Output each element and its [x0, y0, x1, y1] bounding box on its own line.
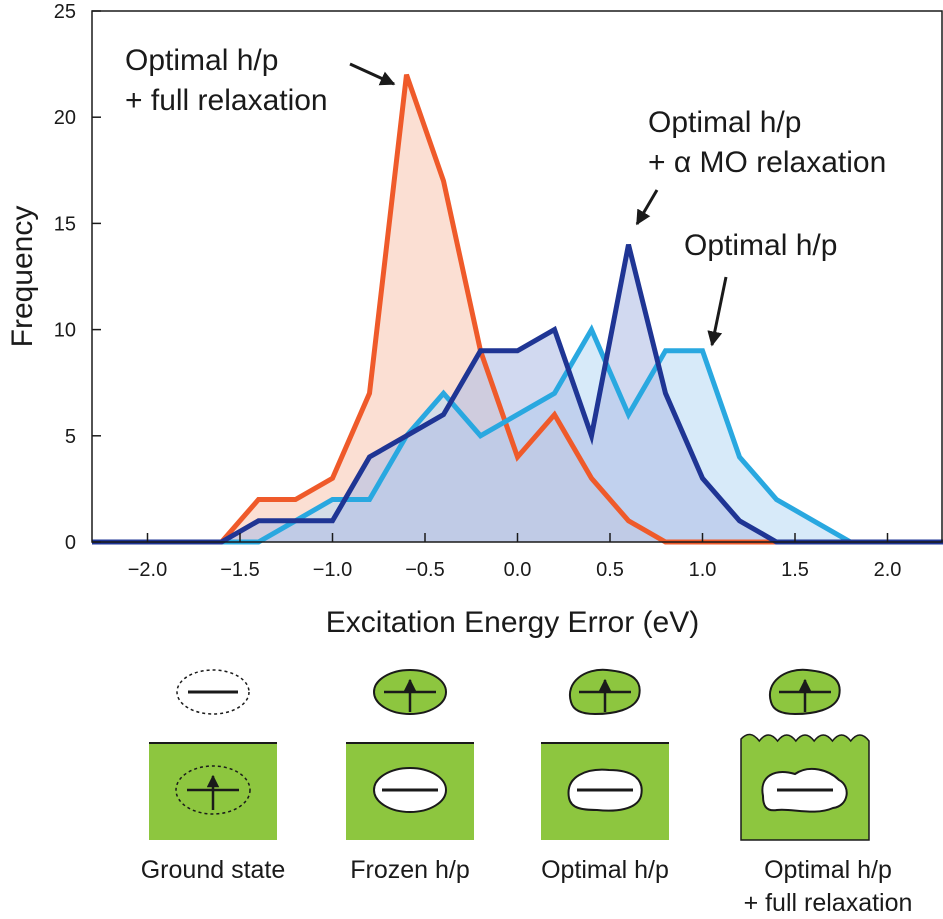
x-tick-label: −2.0 [128, 559, 167, 581]
dashed-hole-outline [175, 765, 251, 815]
y-tick-label: 15 [54, 213, 76, 235]
annotation-optimal: Optimal h/p [684, 229, 837, 347]
x-tick-label: −1.0 [313, 559, 352, 581]
annotation-text: Optimal h/p [648, 106, 801, 139]
panel-label: Ground state [141, 856, 286, 884]
x-tick-label: 0.0 [504, 559, 532, 581]
x-tick-label: −0.5 [405, 559, 444, 581]
plot-area: −2.0 −1.5 −1.0 −0.5 0.0 0.5 1.0 1.5 2.0 0 5 10 15 20… [6, 1, 943, 639]
annotation-text: + full relaxation [125, 84, 328, 117]
series-area-alpha [92, 244, 943, 542]
panel-frozen: Frozen h/p [346, 669, 474, 884]
annotation-text: + α MO relaxation [648, 146, 886, 179]
annotation-text: Optimal h/p [684, 229, 837, 262]
y-tick-label: 0 [65, 532, 76, 554]
annotation-arrow [707, 276, 728, 347]
y-tick-label: 20 [54, 107, 76, 129]
x-axis-ticks: −2.0 −1.5 −1.0 −0.5 0.0 0.5 1.0 1.5 2.0 [128, 533, 902, 581]
x-axis-label: Excitation Energy Error (eV) [326, 606, 699, 639]
annotations: Optimal h/p + full relaxation Optimal h/p +… [125, 44, 886, 347]
x-tick-label: 2.0 [874, 559, 902, 581]
y-axis-ticks: 0 5 10 15 20 25 [54, 1, 101, 554]
series-lines [92, 73, 943, 545]
annotation-arrow [635, 189, 659, 226]
x-tick-label: 0.5 [596, 559, 624, 581]
series-line-alpha [92, 243, 943, 545]
series-line-optimal [92, 324, 943, 545]
x-tick-label: −1.5 [220, 559, 259, 581]
panel-label: Frozen h/p [350, 856, 470, 884]
annotation-full: Optimal h/p + full relaxation [125, 44, 396, 117]
panel-ground: Ground state [141, 669, 286, 884]
schematic: Ground state Frozen h/p Optimal h/p Optimal… [141, 668, 913, 917]
y-tick-label: 25 [54, 1, 76, 23]
panel-label: + full relaxation [744, 889, 913, 917]
x-tick-label: 1.5 [781, 559, 809, 581]
dashed-orbital-outline [176, 669, 250, 715]
panel-full: Optimal h/p + full relaxation [740, 668, 913, 917]
annotation-text: Optimal h/p [125, 44, 278, 77]
y-axis-label: Frequency [6, 206, 39, 348]
annotation-alpha: Optimal h/p + α MO relaxation [635, 106, 886, 226]
panel-label: Optimal h/p [541, 856, 669, 884]
series-line-full [92, 73, 943, 545]
panel-label: Optimal h/p [764, 856, 892, 884]
annotation-arrow [349, 62, 396, 86]
y-tick-label: 10 [54, 320, 76, 342]
y-tick-label: 5 [65, 426, 76, 448]
panel-optimal: Optimal h/p [541, 668, 669, 884]
series-areas [92, 74, 943, 542]
x-tick-label: 1.0 [689, 559, 717, 581]
